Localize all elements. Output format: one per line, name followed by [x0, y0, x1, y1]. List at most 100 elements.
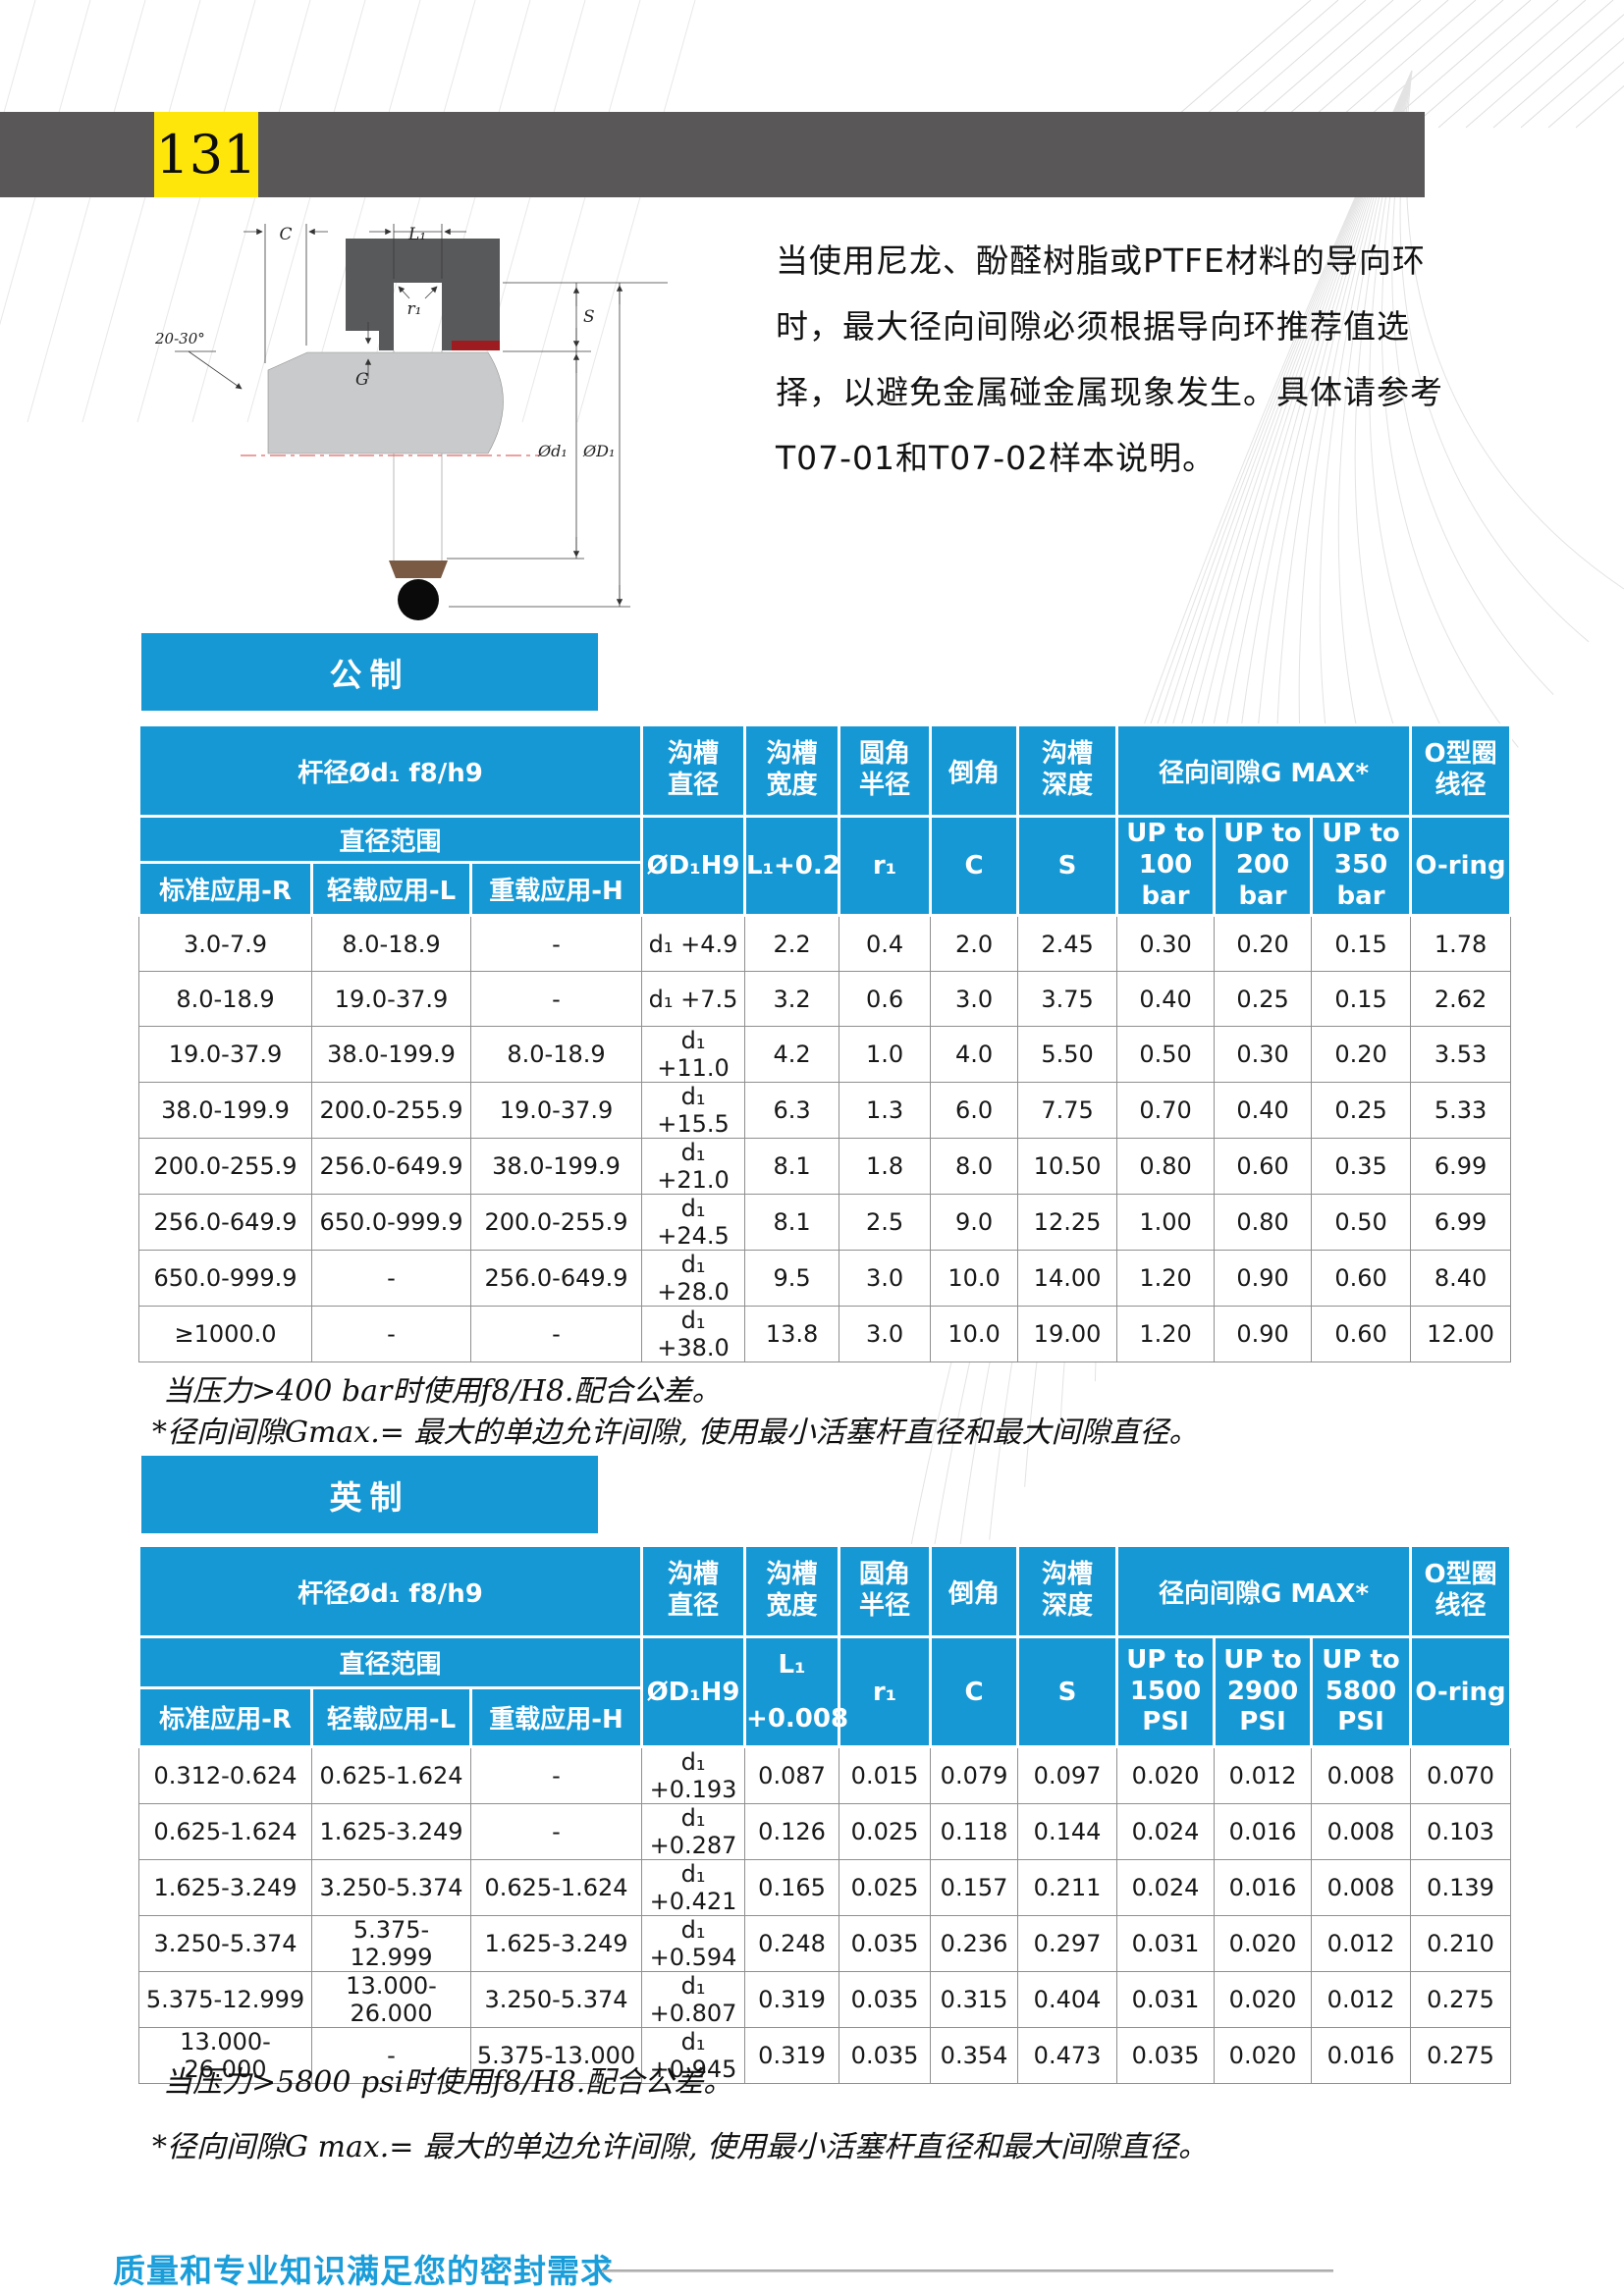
table-cell: 0.404 [1017, 1971, 1118, 2029]
table-cell: 5.33 [1410, 1082, 1512, 1139]
col-header-corner-radius: 圆角 半径 [838, 723, 933, 818]
table-row: 13.000-26.000-5.375-13.000 d₁ +0.945 0.319… [138, 2027, 1512, 2085]
table-row: 3.0-7.9 8.0-18.9- d₁ +4.9 2.2 0.4 2.0 2.45 0.30… [138, 915, 1512, 972]
table-cell: 0.70 [1116, 1082, 1216, 1139]
sym-oring: O-ring [1409, 1634, 1513, 1749]
table-row: 8.0-18.9 19.0-37.9- d₁ +7.5 3.2 0.6 3.0 3.75 0.… [138, 971, 1512, 1027]
table-cell: 0.60 [1214, 1138, 1313, 1195]
table-cell: 38.0-199.9 [138, 1082, 312, 1139]
table-cell: d₁ +38.0 [641, 1306, 746, 1362]
intro-line: 择，以避免金属碰金属现象发生。具体请参考 [776, 373, 1443, 411]
table-cell: 0.024 [1116, 1859, 1216, 1917]
o-ring-section [398, 579, 439, 620]
table-row: 5.375-12.999 13.000-26.000 3.250-5.374 d₁ +… [138, 1971, 1512, 2029]
table-cell: 256.0-649.9 [138, 1194, 312, 1251]
table-cell: 0.90 [1214, 1250, 1313, 1307]
wear-band [452, 341, 500, 350]
col-header-light: 轻载应用-L [310, 1686, 472, 1749]
table-row: 0.312-0.624 0.625-1.624- d₁ +0.193 0.087 0.0… [138, 1746, 1512, 1805]
dim-label-s: S [583, 307, 595, 327]
table-cell: d₁ +21.0 [641, 1138, 746, 1195]
table-cell: 1.625-3.249 [138, 1859, 312, 1917]
dim-label-angle: 20-30° [154, 330, 205, 347]
table-cell: 0.035 [1116, 2027, 1216, 2085]
table-row: 1.625-3.249 3.250-5.374 0.625-1.624 d₁ +0.4… [138, 1859, 1512, 1917]
table-cell: 0.20 [1311, 1026, 1412, 1083]
col-header-chamfer: 倒角 [929, 1544, 1020, 1638]
table-row: 38.0-199.9 200.0-255.9 19.0-37.9 d₁ +15.5 6.… [138, 1082, 1512, 1139]
table-cell: 0.165 [744, 1859, 840, 1917]
table-cell: 0.025 [839, 1859, 932, 1917]
col-header-heavy: 重载应用-H [468, 861, 644, 917]
table-cell: 1.0 [839, 1026, 932, 1083]
table-row: ≥1000.0- - d₁ +38.0 13.8 3.0 10.0 19.00 1.20 0.9… [138, 1306, 1512, 1362]
col-header-pressure-1: UP to 1500 PSI [1115, 1634, 1217, 1749]
table-cell: 0.30 [1116, 915, 1216, 972]
col-header-oring: O型圈 线径 [1409, 723, 1513, 818]
table-cell: 0.473 [1017, 2027, 1118, 2085]
table-cell: 2.2 [744, 915, 840, 972]
table-cell: 2.62 [1410, 971, 1512, 1027]
table-row: 200.0-255.9 256.0-649.9 38.0-199.9 d₁ +21.0… [138, 1138, 1512, 1195]
table-cell: - [311, 1306, 471, 1362]
col-header-pressure-3: UP to 5800 PSI [1310, 1634, 1413, 1749]
sym-oring: O-ring [1409, 815, 1513, 917]
table-cell: 0.118 [930, 1803, 1019, 1861]
col-header-pressure-2: UP to 200 bar [1213, 815, 1314, 917]
dim-label-D1: ØD₁ [582, 442, 615, 460]
dimension-lines [175, 224, 668, 608]
table-cell: d₁ +15.5 [641, 1082, 746, 1139]
table-cell: 0.625-1.624 [311, 1746, 471, 1805]
table-row: 256.0-649.9 650.0-999.9 200.0-255.9 d₁ +24.… [138, 1194, 1512, 1251]
table-cell: 0.625-1.624 [469, 1859, 643, 1917]
intro-paragraph: 当使用尼龙、酚醛树脂或PTFE材料的导向环 时，最大径向间隙必须根据导向环推荐值… [776, 228, 1443, 491]
table-cell: 0.035 [839, 1971, 932, 2029]
table-cell: - [469, 1306, 643, 1362]
table-cell: 0.025 [839, 1803, 932, 1861]
table-row: 0.625-1.624 1.625-3.249- d₁ +0.287 0.126 0.0… [138, 1803, 1512, 1861]
sym-corner-radius: r₁ [838, 815, 933, 917]
table-cell: 0.319 [744, 2027, 840, 2085]
dim-label-g: G [355, 370, 369, 390]
table-cell: 0.035 [839, 1915, 932, 1973]
table-cell: - [469, 971, 643, 1027]
col-header-groove-depth: 沟槽 深度 [1016, 1544, 1119, 1638]
table-cell: 0.20 [1214, 915, 1313, 972]
table-cell: 0.25 [1311, 1082, 1412, 1139]
table-cell: 0.35 [1311, 1138, 1412, 1195]
table-cell: 0.297 [1017, 1915, 1118, 1973]
table-cell: d₁ +24.5 [641, 1194, 746, 1251]
table-cell: 19.0-37.9 [311, 971, 471, 1027]
table-cell: 3.250-5.374 [311, 1859, 471, 1917]
table-cell: 2.0 [930, 915, 1019, 972]
col-header-pressure-1: UP to 100 bar [1115, 815, 1217, 917]
table-cell: 0.60 [1311, 1306, 1412, 1362]
table-cell: 0.211 [1017, 1859, 1118, 1917]
table-cell: ≥1000.0 [138, 1306, 312, 1362]
table-cell: 256.0-649.9 [469, 1250, 643, 1307]
sym-groove-depth: S [1016, 815, 1119, 917]
table-cell: 1.625-3.249 [469, 1915, 643, 1973]
table-cell: 10.0 [930, 1250, 1019, 1307]
metric-tab: 公制 [141, 633, 598, 711]
table-cell: 0.236 [930, 1915, 1019, 1973]
table-cell: 3.75 [1017, 971, 1118, 1027]
table-cell: 0.210 [1410, 1915, 1512, 1973]
seal-groove-diagram: C L₁ r₁ S G Ød₁ ØD₁ 20-30° [154, 224, 668, 620]
table-cell: d₁ +4.9 [641, 915, 746, 972]
table-cell: 0.6 [839, 971, 932, 1027]
table-row: 19.0-37.9 38.0-199.9 8.0-18.9 d₁ +11.0 4.2 1.… [138, 1026, 1512, 1083]
col-header-range: 直径范围 [136, 1634, 644, 1690]
imperial-tab: 英制 [141, 1456, 598, 1533]
table-cell: 0.40 [1214, 1082, 1313, 1139]
table-cell: 0.015 [839, 1746, 932, 1805]
table-cell: 4.0 [930, 1026, 1019, 1083]
table-cell: 5.50 [1017, 1026, 1118, 1083]
table-cell: 14.00 [1017, 1250, 1118, 1307]
col-header-groove-dia: 沟槽 直径 [640, 723, 747, 818]
sym-groove-depth: S [1016, 1634, 1119, 1749]
table-cell: d₁ +0.807 [641, 1971, 746, 2029]
metric-note-2: *径向间隙Gmax.= 最大的单边允许间隙, 使用最小活塞杆直径和最大间隙直径。 [152, 1415, 1199, 1450]
table-cell: 0.315 [930, 1971, 1019, 2029]
table-cell: 0.50 [1116, 1026, 1216, 1083]
